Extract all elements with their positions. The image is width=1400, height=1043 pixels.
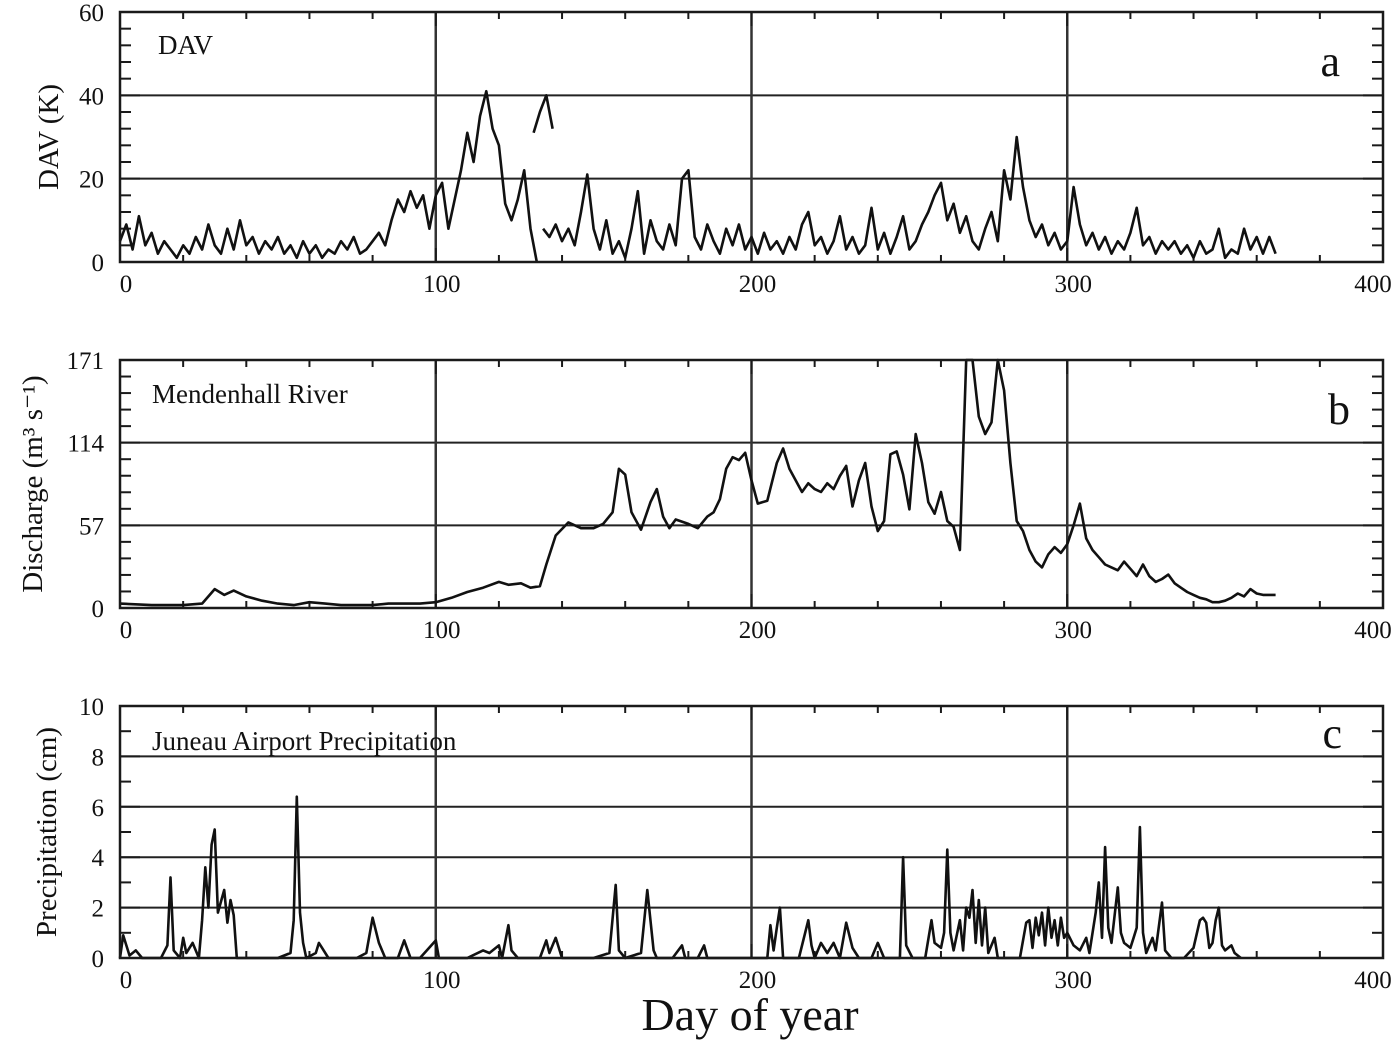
y-tick-label: 40 xyxy=(79,83,104,110)
y-tick-label: 6 xyxy=(92,795,105,822)
y-tick-label: 10 xyxy=(79,694,104,721)
panel-letter: c xyxy=(1322,709,1342,758)
y-tick-label: 4 xyxy=(92,845,105,872)
panel-a-dav: 0 20 40 60 0 100 200 300 400 DAV (K) DAV a xyxy=(33,0,1392,298)
y-tick-label: 2 xyxy=(92,896,105,923)
x-tick-label: 100 xyxy=(423,617,461,644)
series-line xyxy=(542,135,1277,260)
series-line xyxy=(532,94,554,134)
x-tick-label: 400 xyxy=(1354,617,1392,644)
panel-b-discharge: 0 57 114 171 0 100 200 300 400 Discharge (m³ s⁻¹)… xyxy=(17,348,1392,644)
panel-series-name: DAV xyxy=(158,30,214,60)
y-tick-label: 114 xyxy=(67,431,104,458)
x-tick-label: 100 xyxy=(423,967,461,994)
x-tick-label: 300 xyxy=(1055,617,1093,644)
y-tick-label: 57 xyxy=(79,513,104,540)
plot-frame xyxy=(118,704,1385,960)
plot-frame xyxy=(118,358,1385,610)
y-tick-label: 0 xyxy=(92,946,105,973)
series-line xyxy=(119,358,1276,607)
y-tick-label: 171 xyxy=(67,348,105,375)
y-axis-title: DAV (K) xyxy=(33,84,65,190)
panel-letter: a xyxy=(1320,37,1340,86)
y-tick-label: 8 xyxy=(92,744,105,771)
y-tick-label: 0 xyxy=(92,250,105,277)
panel-series-name: Mendenhall River xyxy=(152,379,348,409)
x-tick-label: 200 xyxy=(739,617,777,644)
x-tick-label: 0 xyxy=(120,967,133,994)
panel-series-name: Juneau Airport Precipitation xyxy=(152,726,457,756)
x-axis-title: Day of year xyxy=(641,989,858,1040)
x-tick-label: 200 xyxy=(739,271,777,298)
x-tick-label: 400 xyxy=(1354,967,1392,994)
series-line xyxy=(118,89,539,263)
y-tick-label: 20 xyxy=(79,167,104,194)
x-tick-label: 300 xyxy=(1055,271,1093,298)
x-tick-label: 0 xyxy=(120,271,133,298)
x-tick-label: 300 xyxy=(1055,967,1093,994)
x-tick-label: 400 xyxy=(1354,271,1392,298)
y-tick-label: 60 xyxy=(79,0,104,27)
y-tick-label: 0 xyxy=(92,596,105,623)
y-axis-title: Discharge (m³ s⁻¹) xyxy=(17,375,49,592)
series-line xyxy=(118,795,1242,960)
x-tick-label: 100 xyxy=(423,271,461,298)
x-tick-label: 200 xyxy=(739,967,777,994)
panel-letter: b xyxy=(1328,385,1350,434)
y-axis-title: Precipitation (cm) xyxy=(31,727,63,937)
x-tick-label: 0 xyxy=(120,617,133,644)
plot-frame xyxy=(118,10,1385,264)
